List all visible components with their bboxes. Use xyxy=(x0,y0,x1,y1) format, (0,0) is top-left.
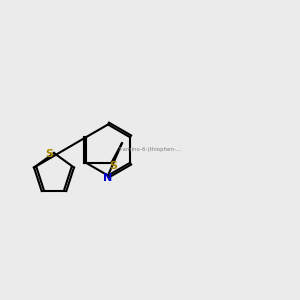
Text: 3-amino-6-(thiophen-...: 3-amino-6-(thiophen-... xyxy=(118,148,182,152)
Text: S: S xyxy=(109,161,117,171)
Text: N: N xyxy=(103,173,112,184)
Text: S: S xyxy=(46,149,53,160)
